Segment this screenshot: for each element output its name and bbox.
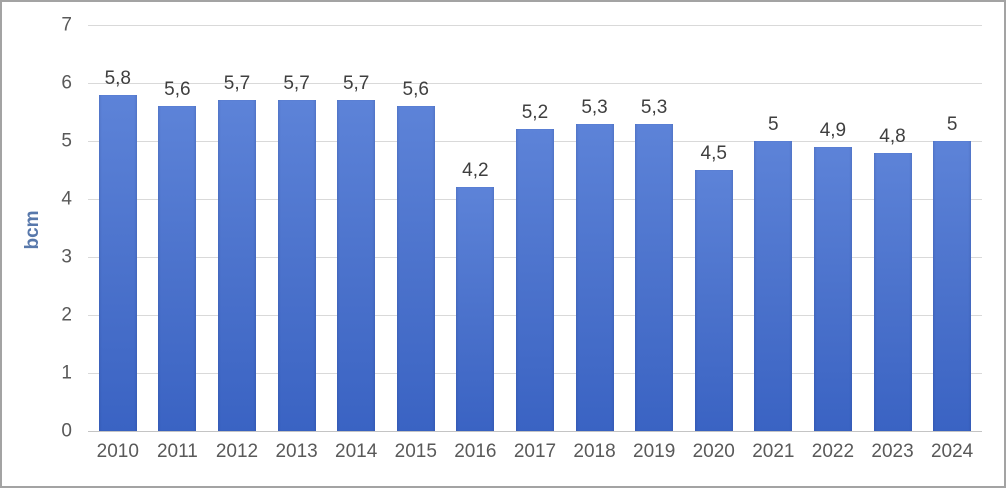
y-tick-label: 2 [61,304,72,326]
y-tick-label: 6 [61,72,72,94]
bar-slot: 5,7 [267,25,327,431]
bar-slot: 4,2 [446,25,506,431]
bar [456,187,495,431]
bar [694,170,733,431]
x-tick-label: 2021 [752,441,795,462]
bar-value-label: 4,2 [462,160,489,182]
y-tick-label: 0 [61,420,72,442]
x-tick-label: 2015 [394,441,437,462]
bar-slot: 4,9 [803,25,863,431]
bar-value-label: 5 [768,114,779,135]
bar-slot: 5,6 [148,25,208,431]
bar-value-label: 5,6 [164,79,191,101]
bar-value-label: 5,2 [521,102,549,124]
x-tick-label: 2014 [335,441,378,462]
x-tick-label: 2017 [513,441,557,462]
bar-slot: 5,3 [565,25,625,431]
bar-slot: 5,6 [386,25,446,431]
plot-area: 5,8 5,6 5,7 5,7 5,7 5,6 4,2 5,2 5,3 5,3 4,5 5 4,9 4,8… [88,24,982,432]
bar [515,129,554,431]
gridline [88,430,982,432]
x-tick-label: 2024 [930,441,974,462]
y-tick-label: 4 [61,188,72,210]
bar-slot: 4,8 [863,25,923,431]
bar-value-label: 4,5 [700,143,727,164]
x-tick-label: 2020 [692,441,735,462]
bar-value-label: 5,7 [283,73,310,95]
bar-value-label: 5 [946,114,958,135]
bar-value-label: 5,7 [342,73,370,95]
y-tick-label: 7 [61,14,72,36]
x-tick-label: 2010 [96,441,139,462]
bar-slot: 4,5 [684,25,744,431]
bar-value-label: 5,7 [223,73,251,95]
x-tick-label: 2018 [573,441,616,462]
bar [98,94,137,431]
x-axis: 2010 2011 2012 2013 2014 2015 2016 2017 2018 2019… [88,442,982,461]
bar [813,146,852,431]
bar [337,100,376,431]
x-tick-label: 2011 [156,441,198,462]
x-tick-label: 2016 [454,441,497,462]
bar [873,152,912,431]
bar-value-label: 5,3 [640,96,668,118]
bar-slot: 5 [922,25,982,431]
bar-value-label: 4,9 [819,119,847,141]
bar [277,100,316,431]
bar-slot: 5,7 [207,25,267,431]
x-tick-label: 2022 [811,441,855,462]
bar [635,123,674,431]
gridline [88,24,982,26]
y-tick-label: 3 [61,246,72,268]
bar [933,141,972,431]
bar-slot: 5 [744,25,804,431]
bar [158,106,197,431]
bar-slot: 5,8 [88,25,148,431]
bar [575,123,614,431]
y-tick-label: 1 [61,362,72,384]
bar-value-label: 5,8 [104,67,131,89]
bar [217,100,256,431]
x-tick-label: 2019 [633,441,676,462]
bar-slot: 5,3 [624,25,684,431]
x-tick-label: 2013 [275,441,318,462]
bar-slot: 5,7 [326,25,386,431]
gridline [88,82,982,84]
bar-value-label: 4,8 [879,125,906,147]
x-tick-label: 2023 [871,441,914,462]
x-tick-label: 2012 [215,441,259,462]
bars: 5,8 5,6 5,7 5,7 5,7 5,6 4,2 5,2 5,3 5,3 4,5 5 4,9 4,8… [88,25,982,431]
y-tick-label: 5 [61,130,72,152]
bar [396,106,435,431]
bar-value-label: 5,3 [581,96,608,118]
bar-slot: 5,2 [505,25,565,431]
y-axis: 0 1 2 3 4 5 6 7 [2,16,80,441]
bar-value-label: 5,6 [402,79,429,101]
bar [754,141,793,431]
